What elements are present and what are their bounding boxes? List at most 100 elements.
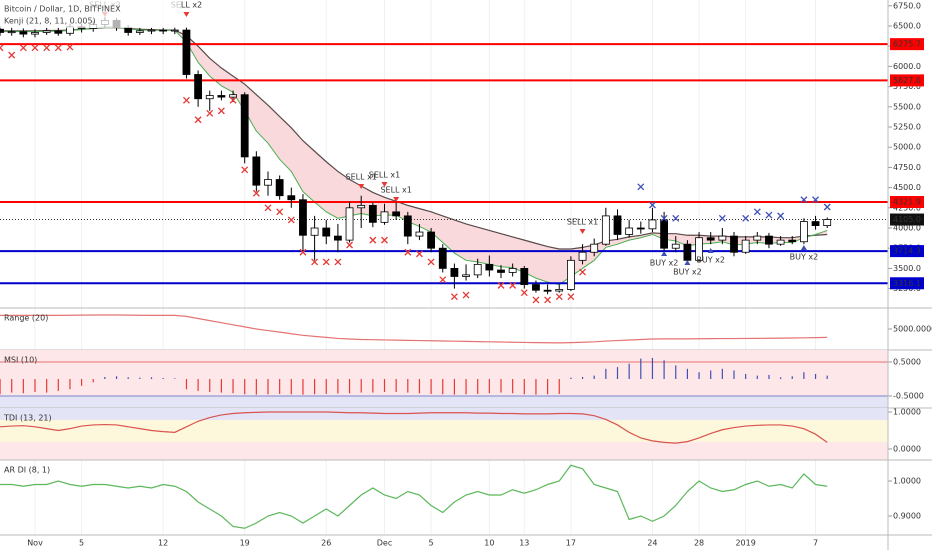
x-mark	[427, 258, 435, 266]
x-mark	[194, 116, 202, 124]
candle-body	[473, 263, 482, 276]
sell-arrow	[358, 184, 365, 190]
level-label-bg	[890, 196, 924, 209]
y-tick-label: 6500.0	[893, 22, 921, 31]
y-tick-label: 1.0000	[893, 407, 921, 416]
candle-body	[333, 235, 342, 241]
y-tick-label: 4500.0	[893, 183, 921, 192]
x-mark	[66, 43, 74, 51]
x-mark	[672, 214, 680, 222]
indicator-line	[0, 314, 828, 344]
x-mark	[718, 214, 726, 222]
annotation: SELL x1	[567, 218, 598, 227]
y-tick-label: 5000.0000	[893, 325, 932, 334]
y-tick-label: 1.0000	[893, 476, 921, 485]
x-mark	[742, 214, 750, 222]
annotation: SELL x1	[369, 171, 400, 180]
x-tick-label: 5	[429, 539, 434, 548]
buy-arrow	[684, 260, 691, 266]
x-mark	[287, 216, 295, 224]
candle-body	[345, 207, 354, 241]
candle-body	[555, 289, 564, 292]
candle-body	[427, 231, 436, 249]
candle-body	[706, 237, 715, 241]
x-mark	[765, 211, 773, 219]
x-mark	[462, 291, 470, 299]
y-tick-label: 3500.0	[893, 264, 921, 273]
candle-body	[532, 284, 540, 291]
candle-body	[543, 289, 552, 292]
x-tick-label: 2019	[735, 539, 755, 548]
level-label-bg	[890, 38, 924, 51]
panel-zone	[0, 408, 888, 420]
level-label: 3316.1	[893, 279, 921, 288]
panel-title: MSI (10)	[4, 356, 37, 365]
candle-body	[124, 27, 133, 33]
candle-body	[485, 263, 494, 271]
x-mark	[415, 250, 423, 258]
x-mark	[19, 44, 27, 52]
candle-body	[800, 221, 808, 243]
x-tick-label: Dec	[377, 539, 392, 548]
x-mark	[509, 281, 517, 289]
x-mark	[439, 276, 447, 284]
candle-body	[811, 221, 820, 226]
annotation: BUY x2	[696, 256, 725, 265]
y-tick-label: 0.5000	[893, 358, 921, 367]
candle-body	[415, 231, 424, 237]
candle-body	[730, 235, 738, 253]
candle-body	[229, 94, 237, 98]
x-tick-label: 10	[484, 539, 494, 548]
y-tick-label: 4000.0	[893, 224, 921, 233]
x-tick-label: 17	[566, 539, 576, 548]
candle-body	[182, 29, 191, 75]
candle-body	[741, 239, 750, 253]
x-mark	[497, 281, 505, 289]
x-mark	[182, 96, 190, 104]
x-tick-label: 28	[694, 539, 704, 548]
buy-arrow	[661, 250, 668, 256]
y-tick-label: -0.5000	[893, 391, 924, 400]
candle-body	[753, 235, 762, 241]
sell-arrow	[579, 229, 586, 235]
buy-arrow	[800, 245, 807, 251]
x-tick-label: 7	[813, 539, 818, 548]
y-tick-label: 4750.0	[893, 163, 921, 172]
candle-body	[648, 219, 657, 230]
last-price-label: 4105.0	[893, 215, 921, 224]
candle-body	[194, 74, 203, 100]
x-mark	[229, 96, 237, 104]
sell-arrow	[381, 182, 388, 188]
x-mark	[276, 208, 284, 216]
level-label: 6275.7	[893, 40, 921, 49]
candle-body	[31, 32, 39, 35]
y-tick-label: 5250.0	[893, 123, 921, 132]
annotation: BUY x2	[790, 253, 819, 262]
level-label-bg	[890, 277, 924, 290]
y-tick-label: 0.0000	[893, 445, 921, 454]
indicator-line	[0, 464, 828, 529]
candle-body	[683, 243, 692, 261]
candle-body	[380, 211, 389, 223]
candle-body	[590, 243, 599, 253]
x-mark	[43, 44, 51, 52]
x-mark	[823, 203, 831, 211]
candle-body	[392, 211, 401, 217]
x-mark	[31, 44, 39, 52]
level-label-bg	[890, 245, 924, 258]
candle-body	[7, 31, 16, 34]
x-mark	[800, 196, 808, 204]
y-tick-label: 6000.0	[893, 62, 921, 71]
y-tick-label: 0.9000	[893, 511, 921, 520]
candle-body	[357, 204, 366, 209]
annotation: BUY x2	[673, 268, 702, 277]
candle-body	[147, 29, 156, 32]
x-mark	[753, 208, 761, 216]
x-mark	[0, 44, 4, 52]
candle-body	[601, 215, 610, 245]
x-mark	[311, 258, 319, 266]
annotation: BUY x2	[650, 258, 679, 267]
x-mark	[812, 196, 820, 204]
annotation: SELL x1	[380, 186, 411, 195]
